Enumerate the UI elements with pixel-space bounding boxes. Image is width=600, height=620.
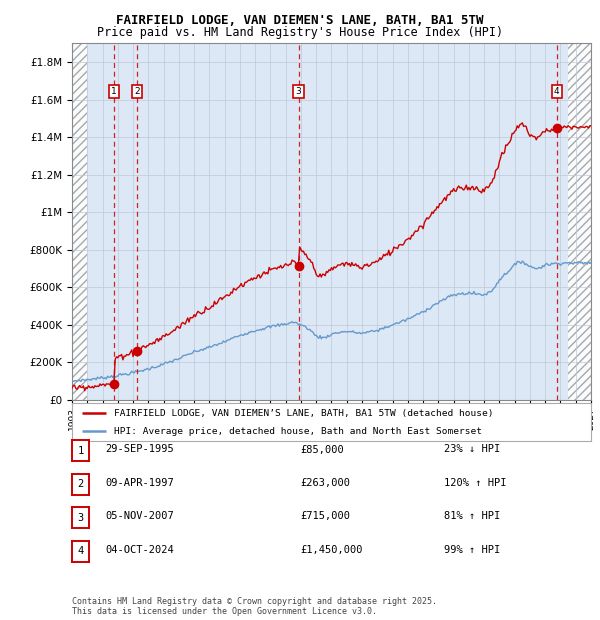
Text: 2: 2 bbox=[77, 479, 83, 489]
Text: £715,000: £715,000 bbox=[300, 512, 350, 521]
Text: 1: 1 bbox=[77, 446, 83, 456]
Text: HPI: Average price, detached house, Bath and North East Somerset: HPI: Average price, detached house, Bath… bbox=[113, 427, 482, 436]
Text: 81% ↑ HPI: 81% ↑ HPI bbox=[444, 512, 500, 521]
Text: 4: 4 bbox=[77, 546, 83, 556]
Text: £263,000: £263,000 bbox=[300, 478, 350, 488]
Text: 1: 1 bbox=[111, 87, 117, 96]
Text: Price paid vs. HM Land Registry's House Price Index (HPI): Price paid vs. HM Land Registry's House … bbox=[97, 26, 503, 39]
Text: 4: 4 bbox=[554, 87, 560, 96]
Text: 99% ↑ HPI: 99% ↑ HPI bbox=[444, 545, 500, 555]
Text: Contains HM Land Registry data © Crown copyright and database right 2025.
This d: Contains HM Land Registry data © Crown c… bbox=[72, 597, 437, 616]
Text: 09-APR-1997: 09-APR-1997 bbox=[105, 478, 174, 488]
Text: 3: 3 bbox=[296, 87, 301, 96]
Bar bbox=[72, 43, 87, 400]
Text: 3: 3 bbox=[77, 513, 83, 523]
Bar bbox=[568, 43, 591, 400]
Text: FAIRFIELD LODGE, VAN DIEMEN’S LANE, BATH, BA1 5TW (detached house): FAIRFIELD LODGE, VAN DIEMEN’S LANE, BATH… bbox=[113, 409, 493, 418]
Text: 05-NOV-2007: 05-NOV-2007 bbox=[105, 512, 174, 521]
Text: FAIRFIELD LODGE, VAN DIEMEN'S LANE, BATH, BA1 5TW: FAIRFIELD LODGE, VAN DIEMEN'S LANE, BATH… bbox=[116, 14, 484, 27]
Text: 04-OCT-2024: 04-OCT-2024 bbox=[105, 545, 174, 555]
Text: £1,450,000: £1,450,000 bbox=[300, 545, 362, 555]
Text: 23% ↓ HPI: 23% ↓ HPI bbox=[444, 445, 500, 454]
Text: 29-SEP-1995: 29-SEP-1995 bbox=[105, 445, 174, 454]
Text: 2: 2 bbox=[134, 87, 140, 96]
Text: 120% ↑ HPI: 120% ↑ HPI bbox=[444, 478, 506, 488]
Text: £85,000: £85,000 bbox=[300, 445, 344, 454]
